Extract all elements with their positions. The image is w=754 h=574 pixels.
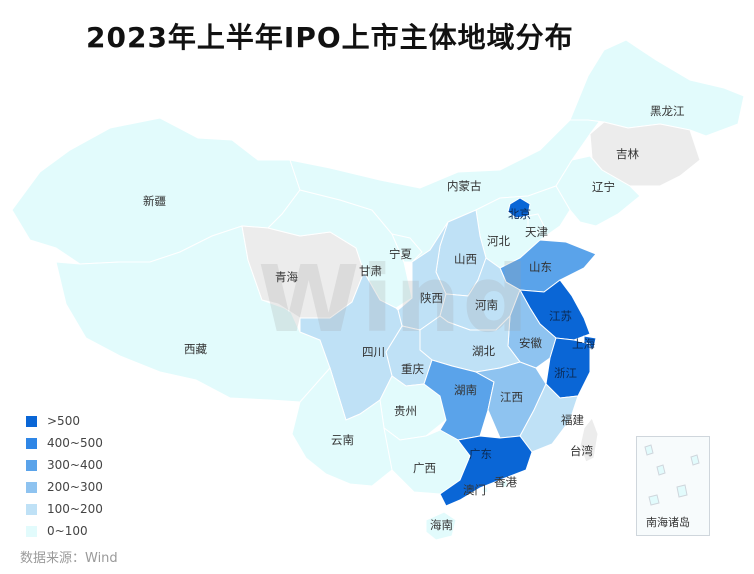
label-吉林: 吉林 <box>616 147 639 161</box>
legend-swatch <box>26 481 37 493</box>
data-source: 数据来源：Wind <box>20 551 118 566</box>
label-山西: 山西 <box>454 252 477 266</box>
label-陕西: 陕西 <box>420 291 443 305</box>
map-title: 2023年上半年IPO上市主体地域分布 <box>86 21 574 54</box>
label-甘肃: 甘肃 <box>359 264 382 278</box>
label-天津: 天津 <box>525 225 548 239</box>
label-广东: 广东 <box>469 447 492 461</box>
legend-label: 400~500 <box>47 436 103 450</box>
label-江西: 江西 <box>500 390 523 404</box>
legend-item: 0~100 <box>26 520 103 542</box>
legend-swatch <box>26 525 37 537</box>
legend-label: 0~100 <box>47 524 88 538</box>
inset-islands-icon <box>644 444 700 506</box>
region-澳门[interactable] <box>481 486 489 494</box>
label-河南: 河南 <box>475 298 498 312</box>
label-上海: 上海 <box>572 337 595 351</box>
region-广东[interactable] <box>439 435 533 507</box>
label-山东: 山东 <box>529 260 552 274</box>
legend-label: 300~400 <box>47 458 103 472</box>
region-辽宁[interactable] <box>555 155 641 227</box>
label-宁夏: 宁夏 <box>389 247 412 261</box>
legend-item: 200~300 <box>26 476 103 498</box>
map-legend: >500 400~500 300~400 200~300 100~200 0~1… <box>26 410 103 542</box>
label-黑龙江: 黑龙江 <box>650 104 685 118</box>
label-北京: 北京 <box>508 207 531 221</box>
legend-item: >500 <box>26 410 103 432</box>
label-台湾: 台湾 <box>570 444 593 458</box>
region-福建[interactable] <box>519 383 579 453</box>
label-湖北: 湖北 <box>472 344 495 358</box>
inset-label: 南海诸岛 <box>646 516 690 529</box>
south-china-sea-inset <box>636 436 710 536</box>
label-新疆: 新疆 <box>143 194 166 208</box>
label-辽宁: 辽宁 <box>592 180 615 194</box>
region-台湾[interactable] <box>579 417 599 463</box>
region-宁夏[interactable] <box>391 233 423 263</box>
label-青海: 青海 <box>275 270 298 284</box>
label-江苏: 江苏 <box>549 309 572 323</box>
legend-label: 200~300 <box>47 480 103 494</box>
legend-swatch <box>26 437 37 449</box>
label-湖南: 湖南 <box>454 383 477 397</box>
label-浙江: 浙江 <box>554 366 577 380</box>
label-西藏: 西藏 <box>184 342 207 356</box>
legend-swatch <box>26 459 37 471</box>
label-云南: 云南 <box>331 433 354 447</box>
region-香港[interactable] <box>499 479 509 489</box>
legend-label: >500 <box>47 414 80 428</box>
label-四川: 四川 <box>362 345 385 359</box>
label-海南: 海南 <box>430 518 453 532</box>
region-天津[interactable] <box>527 213 545 235</box>
label-内蒙古: 内蒙古 <box>447 179 482 193</box>
label-安徽: 安徽 <box>519 336 542 350</box>
legend-swatch <box>26 415 37 427</box>
legend-label: 100~200 <box>47 502 103 516</box>
region-四川[interactable] <box>299 270 403 421</box>
legend-item: 400~500 <box>26 432 103 454</box>
label-重庆: 重庆 <box>401 362 424 376</box>
legend-item: 100~200 <box>26 498 103 520</box>
legend-swatch <box>26 503 37 515</box>
label-河北: 河北 <box>487 234 510 248</box>
label-福建: 福建 <box>561 413 584 427</box>
region-海南[interactable] <box>425 511 457 541</box>
label-广西: 广西 <box>413 461 436 475</box>
label-贵州: 贵州 <box>394 404 417 418</box>
legend-item: 300~400 <box>26 454 103 476</box>
wind-watermark: Wind <box>258 246 531 353</box>
label-香港: 香港 <box>494 475 517 489</box>
label-澳门: 澳门 <box>463 483 486 497</box>
